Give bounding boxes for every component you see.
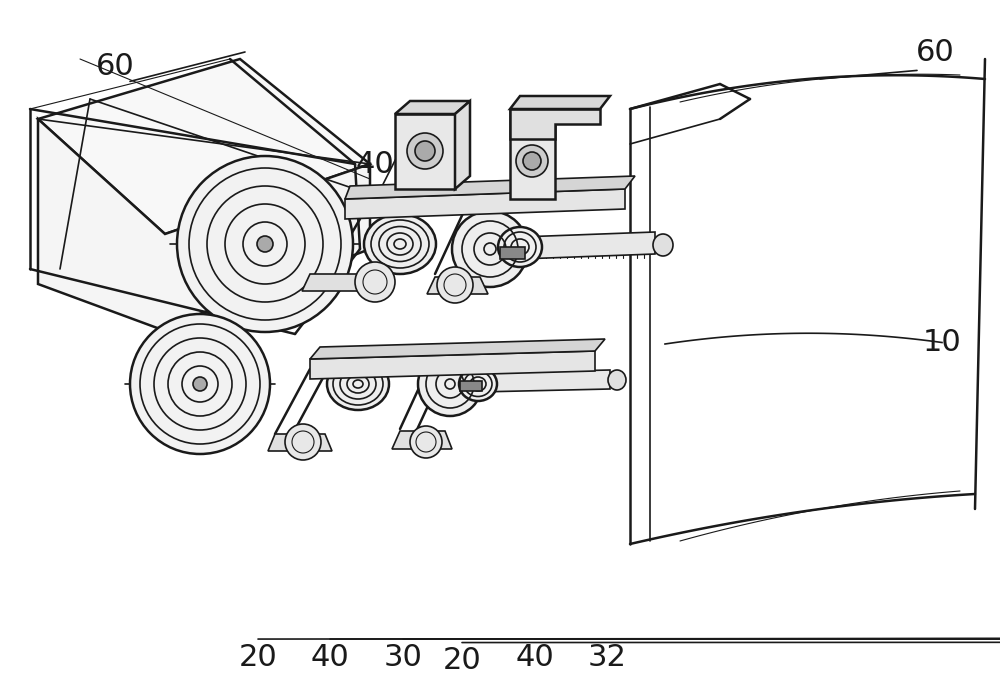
Circle shape (437, 267, 473, 303)
Circle shape (452, 211, 528, 287)
Polygon shape (38, 59, 370, 234)
Text: 60: 60 (96, 52, 134, 81)
Polygon shape (510, 109, 600, 139)
Polygon shape (510, 96, 610, 109)
Circle shape (130, 314, 270, 454)
Circle shape (407, 133, 443, 169)
Text: 32: 32 (436, 150, 474, 179)
Circle shape (418, 352, 482, 416)
Circle shape (285, 424, 321, 460)
Polygon shape (392, 431, 452, 449)
Text: 40: 40 (356, 150, 394, 179)
Text: 60: 60 (916, 38, 954, 67)
Polygon shape (520, 232, 655, 259)
Polygon shape (460, 381, 482, 391)
Polygon shape (345, 176, 635, 199)
Polygon shape (395, 114, 455, 189)
Circle shape (193, 377, 207, 391)
Polygon shape (345, 189, 625, 219)
Polygon shape (500, 247, 525, 259)
Polygon shape (310, 339, 605, 359)
Polygon shape (38, 119, 370, 329)
Text: 40: 40 (516, 642, 554, 672)
Text: 20: 20 (443, 646, 481, 675)
Circle shape (355, 262, 395, 302)
Polygon shape (455, 101, 470, 189)
Text: 40: 40 (516, 150, 554, 179)
Circle shape (177, 156, 353, 332)
Ellipse shape (459, 367, 497, 401)
Ellipse shape (498, 227, 542, 267)
Polygon shape (427, 277, 488, 294)
Polygon shape (395, 101, 470, 114)
Text: 20: 20 (239, 642, 277, 672)
Ellipse shape (608, 370, 626, 390)
Polygon shape (510, 109, 555, 199)
Circle shape (523, 152, 541, 170)
Ellipse shape (653, 234, 673, 256)
Circle shape (415, 141, 435, 161)
Circle shape (410, 426, 442, 458)
Polygon shape (302, 274, 368, 291)
Text: 30: 30 (384, 642, 422, 672)
Polygon shape (310, 351, 595, 379)
Text: 40: 40 (311, 642, 349, 672)
Polygon shape (268, 434, 332, 451)
Circle shape (257, 236, 273, 252)
Text: 10: 10 (923, 328, 961, 357)
Polygon shape (478, 370, 610, 392)
Text: 32: 32 (588, 642, 626, 672)
Ellipse shape (327, 358, 389, 410)
Circle shape (516, 145, 548, 177)
Ellipse shape (364, 214, 436, 274)
